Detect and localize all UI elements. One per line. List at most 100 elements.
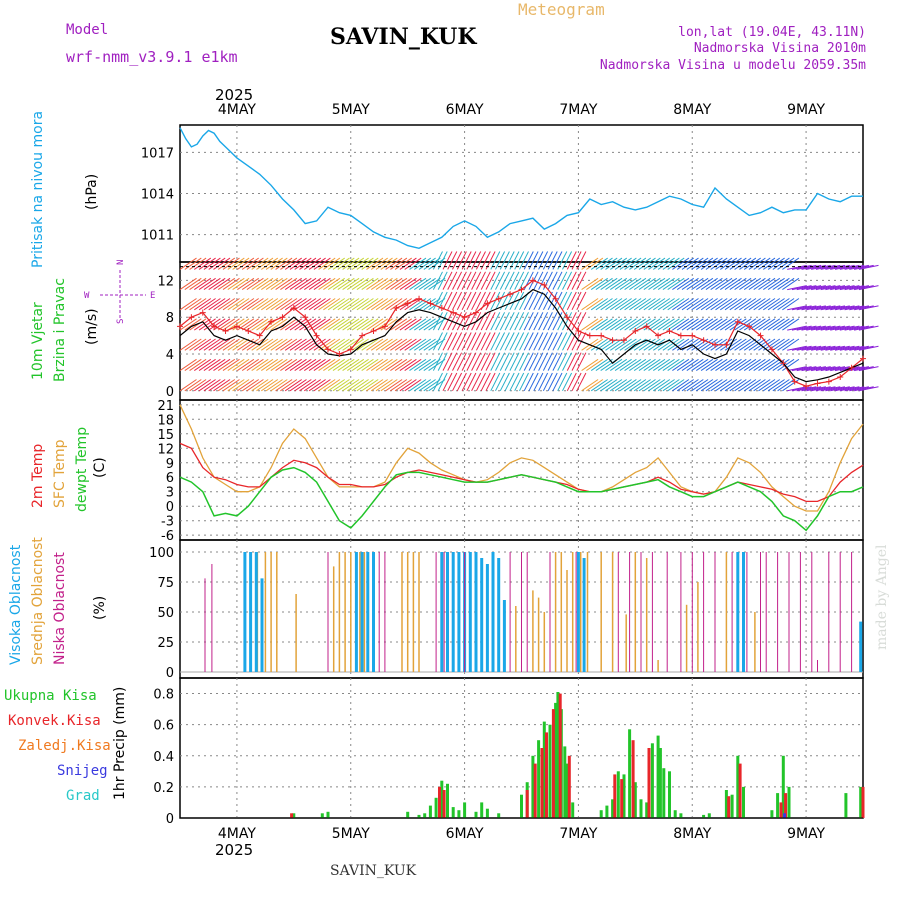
temp-ytick-label: 15 — [157, 428, 174, 443]
wind-arrow — [380, 318, 398, 331]
precip-bar — [781, 755, 785, 818]
wind-arrow — [203, 338, 221, 351]
wind-arrow — [280, 318, 298, 331]
wind-arrow — [241, 379, 259, 392]
wind-arrow — [825, 305, 846, 311]
wind-arrow — [629, 277, 647, 291]
gust-marker — [552, 295, 559, 302]
wind-arrow — [308, 358, 326, 372]
wind-arrow — [619, 338, 637, 351]
wind-arrow — [542, 372, 553, 392]
wind-arrow — [739, 358, 757, 372]
wind-arrow — [523, 251, 534, 270]
wind-arrow — [275, 298, 293, 311]
wind-arrow — [557, 271, 568, 290]
watermark: made by Angel — [874, 544, 890, 650]
station-title: SAVIN_KUK — [330, 24, 477, 50]
wind-arrow — [485, 271, 496, 290]
wind-arrow — [782, 338, 800, 351]
precip-bar — [567, 755, 571, 818]
wind-arrow — [547, 372, 558, 392]
precip-bar — [736, 755, 740, 818]
wind-arrow — [304, 318, 322, 331]
wind-arrow — [796, 325, 817, 331]
wind-arrow — [275, 379, 293, 392]
wind-arrow — [834, 305, 855, 311]
wind-arrow — [509, 312, 520, 331]
wind-arrow — [633, 298, 651, 311]
wind-arrow — [624, 338, 642, 351]
wind-arrow — [825, 325, 846, 331]
wind-arrow — [299, 298, 317, 311]
wind-arrow — [825, 285, 846, 291]
wind-arrow — [323, 358, 341, 372]
gust-marker — [427, 300, 434, 307]
wind-arrow — [217, 318, 236, 331]
wind-arrow — [600, 298, 618, 311]
wind-arrow — [213, 379, 231, 392]
wind-arrow — [351, 277, 369, 291]
wind-arrow — [696, 379, 714, 392]
wind-arrow — [227, 338, 245, 351]
wind-arrow — [203, 257, 221, 270]
wind-arrow — [763, 257, 781, 270]
wind-arrow — [801, 345, 822, 351]
wind-arrow — [643, 338, 661, 351]
wind-arrow — [595, 277, 613, 291]
wind-arrow — [705, 358, 723, 372]
wind-arrow — [256, 338, 274, 351]
wind-arrow — [557, 372, 568, 392]
wind-arrow — [237, 298, 255, 311]
precip-bar — [727, 796, 731, 818]
wind-arrow — [619, 257, 637, 270]
wind-arrow — [810, 325, 831, 331]
wind-arrow — [313, 338, 331, 351]
wind-arrow — [294, 338, 312, 351]
wind-arrow — [414, 338, 432, 351]
wind-arrow — [605, 298, 623, 311]
wind-arrow — [653, 318, 671, 331]
precip-bar — [707, 813, 711, 818]
wind-arrow — [586, 318, 604, 331]
wind-arrow — [327, 379, 345, 392]
wind-arrow — [782, 277, 800, 291]
wind-arrow — [499, 352, 510, 371]
wind-arrow — [289, 318, 307, 331]
wind-arrow — [739, 318, 757, 331]
wind-arrow — [380, 358, 398, 372]
wind-arrow — [461, 352, 472, 371]
gust-marker — [370, 328, 377, 334]
wind-arrow — [753, 277, 771, 291]
wind-arrow — [452, 372, 463, 392]
temp-ytick-label: 6 — [166, 471, 174, 486]
wind-arrow — [323, 277, 341, 291]
temp-ylabel2: SFC Temp — [52, 439, 68, 508]
wind-arrow — [772, 379, 790, 392]
wind-arrow — [480, 312, 491, 331]
wind-arrow — [442, 291, 453, 311]
wind-arrow — [696, 277, 714, 291]
wind-ylabel1: 10m Vjetar — [30, 302, 46, 380]
wind-arrow — [179, 358, 197, 372]
wind-arrow — [304, 257, 322, 270]
wind-arrow — [858, 386, 879, 392]
wind-arrow — [595, 379, 613, 392]
wind-arrow — [533, 312, 544, 331]
wind-arrow — [700, 318, 718, 331]
wind-arrow — [853, 345, 874, 351]
wind-arrow — [447, 332, 458, 351]
gust-marker — [723, 341, 730, 348]
wind-arrow — [423, 277, 441, 291]
wind-arrow — [839, 285, 860, 291]
wind-arrow — [519, 312, 529, 331]
x-label-top: 9MAY — [787, 102, 825, 118]
wind-arrow — [710, 318, 728, 331]
wind-arrow — [542, 352, 553, 371]
wind-arrow — [380, 257, 398, 270]
wind-arrow — [686, 338, 704, 351]
wind-arrow — [289, 358, 307, 372]
wind-arrow — [638, 379, 656, 392]
wind-arrow — [304, 379, 322, 392]
precip-bar — [633, 782, 637, 818]
wind-arrow — [213, 298, 231, 311]
